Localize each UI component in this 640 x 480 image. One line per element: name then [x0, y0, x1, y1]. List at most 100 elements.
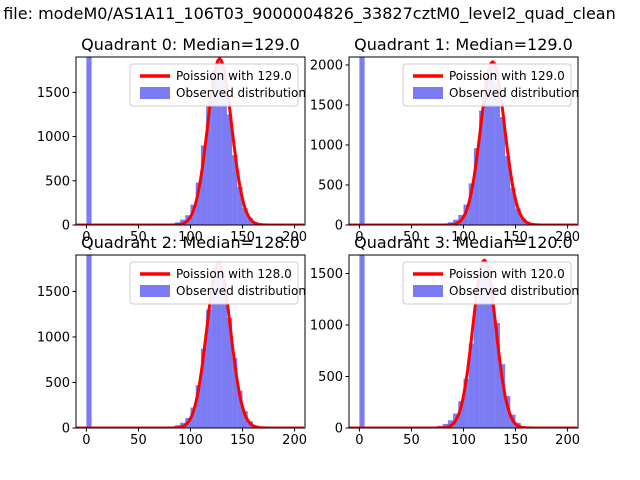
x-tick-label: 100: [451, 230, 476, 245]
histogram-bars: [86, 255, 269, 428]
x-tick-label: 150: [230, 230, 255, 245]
x-tick-label: 150: [503, 230, 528, 245]
y-tick-label: 500: [318, 179, 343, 194]
quadrant-1-subplot: Quadrant 1: Median=129.00500100015002000…: [310, 35, 580, 245]
y-tick-label: 1000: [310, 319, 343, 334]
hist-bar: [505, 156, 511, 225]
hist-bar: [221, 283, 227, 428]
x-tick-label: 50: [130, 230, 147, 245]
legend: Poission with 120.0 Observed distribution: [402, 261, 579, 305]
hist-bar: [442, 423, 448, 428]
hist-bar: [237, 390, 243, 428]
hist-bar: [473, 148, 480, 225]
legend-hist-label: Observed distribution: [449, 284, 579, 298]
y-tick-label: 0: [62, 219, 70, 234]
legend-hist-sample: [413, 285, 443, 297]
legend: Poission with 129.0 Observed distribution: [402, 63, 579, 107]
hist-bar: [499, 117, 506, 225]
legend-curve-label: Poission with 120.0: [449, 267, 565, 281]
legend: Poission with 129.0 Observed distribution: [129, 63, 306, 107]
hist-bar: [226, 317, 233, 428]
hist-bar: [211, 70, 217, 225]
subplot-title: Quadrant 2: Median=128.0: [81, 233, 300, 252]
x-tick-label: 50: [130, 433, 147, 448]
y-tick-label: 0: [62, 422, 70, 437]
hist-bar: [473, 301, 480, 428]
hist-bar: [484, 75, 490, 225]
legend-hist-sample: [140, 87, 170, 99]
hist-bar: [494, 322, 500, 428]
hist-bar: [232, 155, 238, 225]
hist-bar: [221, 79, 227, 225]
hist-bar: [242, 208, 248, 225]
legend: Poission with 128.0 Observed distribution: [129, 261, 306, 305]
y-tick-label: 1500: [310, 99, 343, 114]
y-tick-label: 500: [45, 174, 70, 189]
histogram-bars: [359, 57, 542, 225]
hist-bar: [479, 110, 485, 225]
hist-bar: [195, 385, 201, 428]
hist-bar: [494, 82, 500, 225]
hist-bar: [468, 343, 474, 428]
x-tick-label: 100: [178, 433, 203, 448]
poisson-curve: [349, 258, 577, 428]
x-tick-label: 0: [355, 230, 363, 245]
legend-curve-label: Poission with 128.0: [176, 267, 292, 281]
hist-bar: [237, 186, 243, 225]
y-tick-label: 500: [318, 370, 343, 385]
x-tick-label: 0: [355, 433, 363, 448]
hist-bar: [359, 57, 365, 225]
hist-bar: [479, 271, 485, 428]
figure-title: n file: modeM0/AS1A11_106T03_9000004826_…: [0, 4, 616, 23]
hist-bar: [206, 106, 212, 225]
x-tick-label: 0: [82, 433, 90, 448]
y-tick-label: 1000: [310, 139, 343, 154]
hist-bar: [200, 348, 207, 428]
y-tick-label: 1000: [37, 130, 70, 145]
legend-box: [402, 63, 572, 107]
hist-bar: [489, 283, 495, 428]
quadrant-0-subplot: Quadrant 0: Median=129.0 0 500 1000 1500 0 50 1…: [37, 35, 307, 245]
subplot-title: Quadrant 1: Median=129.0: [354, 35, 573, 54]
hist-bar: [216, 61, 222, 225]
x-tick-label: 200: [282, 230, 307, 245]
hist-bar: [247, 217, 253, 225]
hist-bar: [200, 145, 207, 225]
legend-curve-label: Poission with 129.0: [449, 69, 565, 83]
y-tick-label: 0: [335, 219, 343, 234]
hist-bar: [226, 114, 233, 225]
hist-bar: [468, 183, 474, 225]
legend-hist-label: Observed distribution: [449, 86, 579, 100]
x-tick-label: 100: [451, 433, 476, 448]
hist-bar: [242, 411, 248, 428]
x-tick-label: 200: [555, 230, 580, 245]
hist-bar: [86, 57, 92, 225]
legend-hist-label: Observed distribution: [176, 284, 306, 298]
y-tick-label: 500: [45, 376, 70, 391]
hist-bar: [206, 309, 212, 428]
x-tick-label: 200: [555, 433, 580, 448]
x-tick-label: 150: [503, 433, 528, 448]
hist-bar: [232, 357, 238, 428]
hist-bar: [510, 188, 516, 225]
legend-box: [129, 63, 299, 107]
y-tick-label: 0: [335, 422, 343, 437]
hist-bar: [458, 401, 464, 428]
hist-bar: [86, 255, 92, 428]
y-tick-label: 1500: [37, 285, 70, 300]
legend-hist-sample: [413, 87, 443, 99]
legend-curve-label: Poission with 129.0: [176, 69, 292, 83]
histogram-bars: [86, 57, 269, 225]
legend-hist-label: Observed distribution: [176, 86, 306, 100]
x-tick-label: 200: [282, 433, 307, 448]
y-tick-label: 2000: [310, 59, 343, 74]
hist-bar: [211, 275, 217, 428]
hist-bar: [520, 218, 526, 225]
subplot-title: Quadrant 0: Median=129.0: [81, 35, 300, 54]
y-tick-label: 1500: [37, 86, 70, 101]
x-tick-label: 150: [230, 433, 255, 448]
